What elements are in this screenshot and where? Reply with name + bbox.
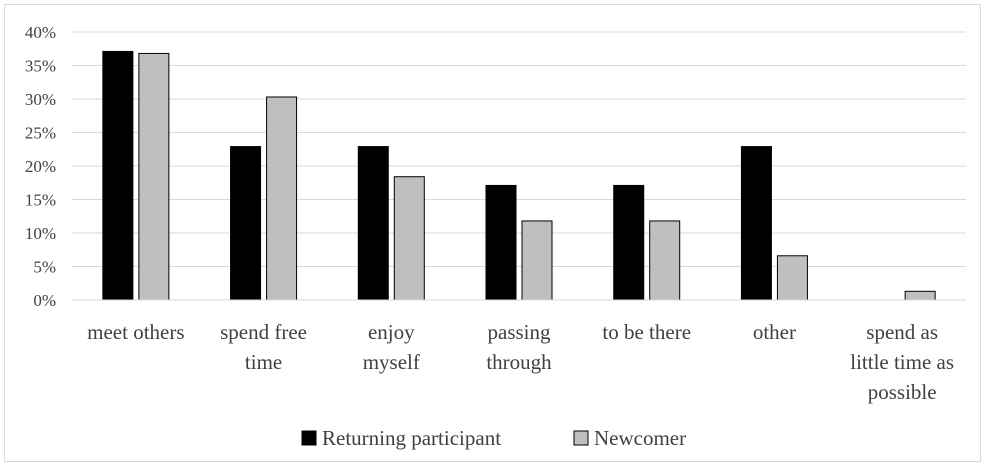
y-tick-label: 10% (25, 224, 56, 243)
legend-label: Returning participant (322, 426, 501, 450)
x-category-label: spend as (866, 320, 938, 344)
y-tick-label: 40% (25, 23, 56, 42)
x-category-label: little time as (850, 350, 954, 374)
bar-newcomer-5 (776, 255, 808, 301)
x-category-label: myself (363, 350, 420, 374)
x-category-label: other (753, 320, 796, 344)
y-tick-label: 35% (25, 57, 56, 76)
bar-returning-4 (613, 184, 645, 301)
y-tick-label: 5% (33, 258, 56, 277)
x-category-label: meet others (87, 320, 184, 344)
bar-returning-5 (740, 146, 772, 301)
x-category-label: enjoy (368, 320, 415, 344)
bar-newcomer-3 (521, 220, 553, 301)
bar-returning-1 (230, 146, 262, 301)
bar-returning-2 (357, 146, 389, 301)
y-tick-label: 0% (33, 291, 56, 310)
bar-returning-0 (102, 50, 134, 301)
y-tick-label: 20% (25, 157, 56, 176)
y-tick-label: 30% (25, 90, 56, 109)
bar-newcomer-2 (393, 176, 425, 301)
bar-returning-3 (485, 184, 517, 301)
x-category-label: time (245, 350, 282, 374)
y-tick-label: 15% (25, 191, 56, 210)
x-category-label: possible (868, 380, 937, 404)
legend-swatch (301, 430, 317, 446)
x-category-label: through (486, 350, 552, 374)
bar-newcomer-0 (138, 52, 170, 301)
x-category-label: passing (488, 320, 552, 344)
legend-label: Newcomer (594, 426, 686, 450)
bar-newcomer-4 (649, 220, 681, 301)
x-category-label: spend free (220, 320, 307, 344)
y-tick-label: 25% (25, 124, 56, 143)
bar-newcomer-1 (266, 96, 298, 301)
x-category-label: to be there (602, 320, 691, 344)
bar-newcomer-6 (904, 290, 936, 301)
legend-swatch (573, 430, 589, 446)
